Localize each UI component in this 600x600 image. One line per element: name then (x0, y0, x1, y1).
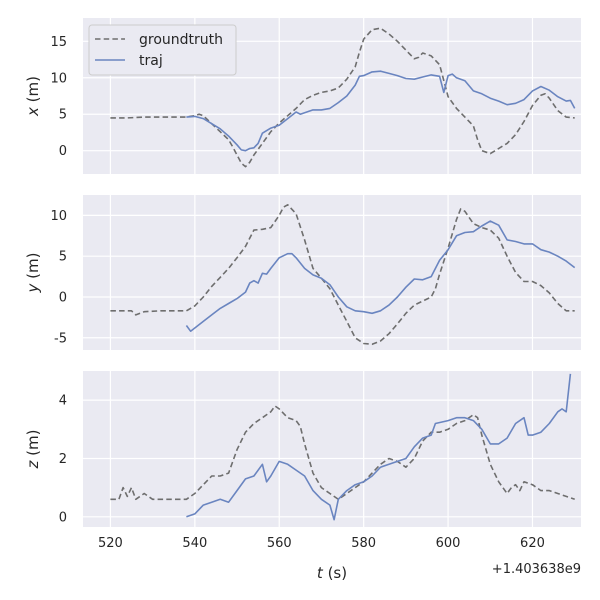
y-tick-label: 0 (59, 144, 67, 159)
legend: groundtruth traj (88, 24, 237, 76)
y-tick-label: 10 (50, 209, 67, 224)
x-tick-label: 580 (351, 536, 376, 551)
y-tick-label: 2 (59, 452, 67, 467)
y-axis-label-var: y (24, 282, 42, 293)
x-axis-label-var: t (317, 564, 324, 582)
panel-y: -5 0 5 10 y (m) (24, 195, 581, 350)
y-axis-label: z (m) (24, 430, 42, 470)
y-tick-label: 0 (59, 290, 67, 305)
y-tick-label: 4 (59, 394, 67, 409)
x-tick-label: 540 (182, 536, 207, 551)
plot-background (83, 195, 581, 350)
y-tick-label: 5 (59, 108, 67, 123)
series-line-groundtruth (110, 204, 575, 346)
series-line-traj (186, 70, 576, 152)
x-tick-label: 520 (98, 536, 123, 551)
y-axis-label: y (m) (24, 253, 42, 294)
legend-label-groundtruth: groundtruth (139, 32, 223, 48)
x-offset-text: +1.403638e9 (492, 562, 581, 577)
panel-x: 0 5 10 15 x (m) groundtruth traj (24, 18, 581, 174)
y-axis-label-unit: (m) (24, 253, 42, 284)
y-tick-label: -5 (54, 331, 67, 346)
series-line-groundtruth (110, 27, 575, 168)
y-axis-label-unit: (m) (24, 76, 42, 107)
x-axis-label: t (s) (317, 564, 347, 582)
series-line-groundtruth (110, 405, 575, 501)
x-tick-label: 560 (267, 536, 292, 551)
y-tick-label: 15 (50, 35, 67, 50)
panel-z: 520 540 560 580 600 620 0 2 4 z (m) (24, 371, 581, 551)
y-tick-label: 10 (50, 71, 67, 86)
y-axis-label-unit: (m) (24, 430, 42, 461)
y-tick-label: 0 (59, 510, 67, 525)
plot-background (83, 371, 581, 527)
series-line-traj (185, 220, 576, 332)
x-axis-label-unit: (s) (323, 564, 347, 582)
x-tick-label: 620 (520, 536, 545, 551)
y-axis-label: x (m) (24, 76, 42, 117)
y-axis-label-var: x (24, 107, 42, 117)
legend-label-traj: traj (139, 53, 163, 69)
legend-box (88, 24, 237, 76)
x-tick-label: 600 (436, 536, 461, 551)
y-tick-label: 5 (59, 250, 67, 265)
series-line-traj (186, 373, 572, 521)
y-axis-label-var: z (24, 459, 42, 469)
